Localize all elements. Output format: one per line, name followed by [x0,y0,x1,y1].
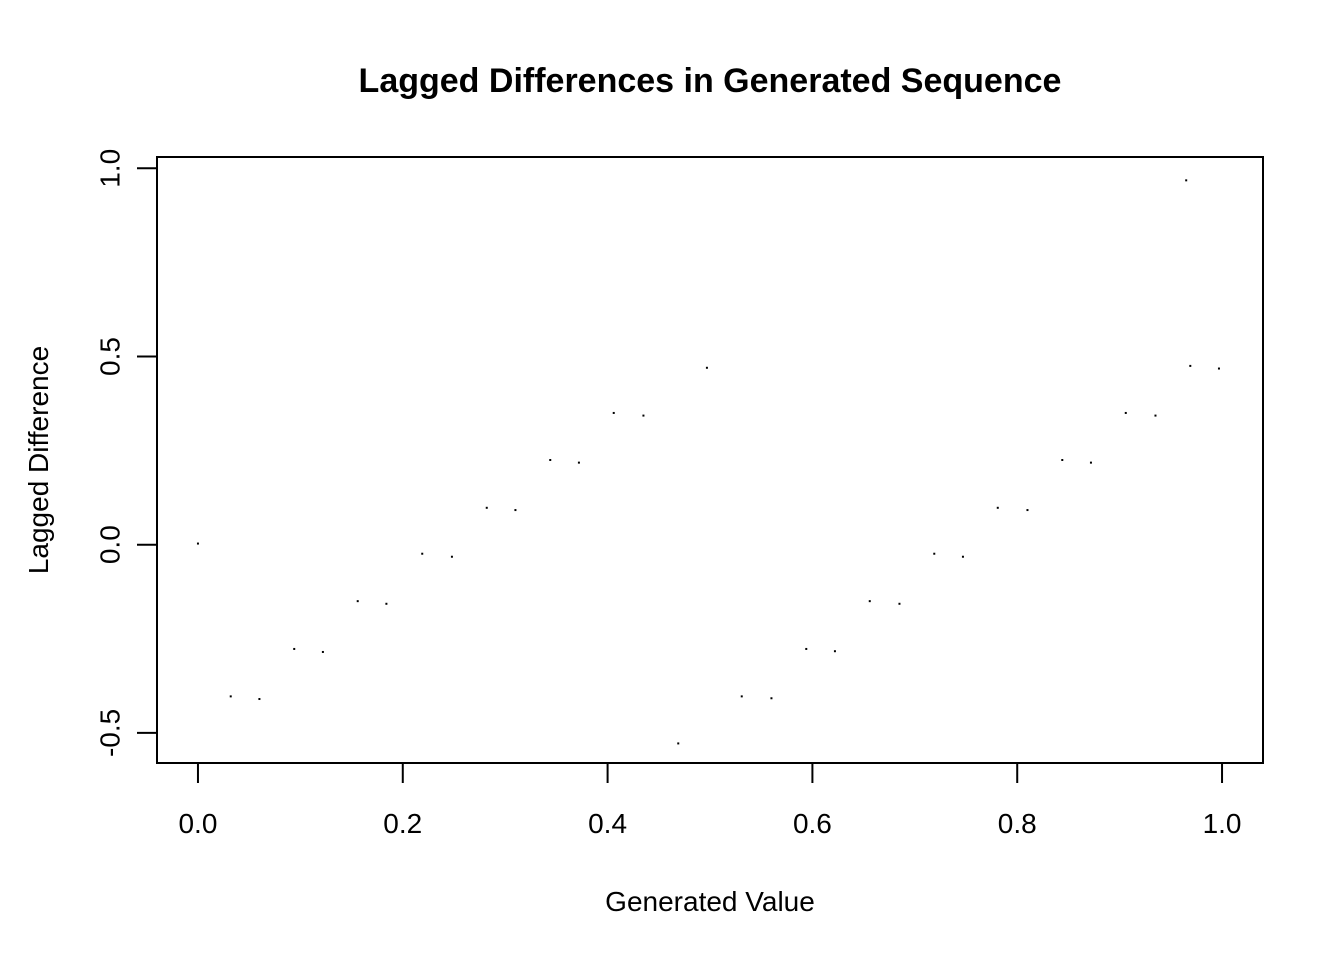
plot-frame [156,156,1264,764]
data-points [196,179,1220,745]
data-point [677,742,680,745]
data-point [1185,179,1188,182]
data-point [740,695,743,698]
data-point [898,602,901,605]
y-tick-label: 0.5 [94,337,125,376]
data-point [1189,364,1192,367]
chart-title: Lagged Differences in Generated Sequence [359,62,1062,100]
data-point [577,461,580,464]
x-tick-label: 0.0 [178,808,217,839]
data-point [1089,461,1092,464]
x-tick-label: 0.8 [998,808,1037,839]
data-point [196,542,199,545]
data-point [385,602,388,605]
data-point [421,552,424,555]
data-point [485,506,488,509]
x-tick-label: 0.4 [588,808,627,839]
data-point [450,555,453,558]
data-point [229,695,232,698]
data-point [258,698,261,701]
data-point [1217,367,1220,370]
x-tick-label: 1.0 [1203,808,1242,839]
x-axis: 0.0 0.2 0.4 0.6 0.8 1.0 [178,762,1242,839]
data-point [805,647,808,650]
data-point [356,600,359,603]
x-tick-label: 0.2 [383,808,422,839]
data-point [1061,459,1064,461]
data-point [1026,509,1029,512]
y-axis-title: Lagged Difference [23,346,54,574]
x-tick-label: 0.6 [793,808,832,839]
data-point [612,411,615,414]
data-point [642,414,645,417]
x-axis-title: Generated Value [605,886,815,917]
data-point [514,509,517,512]
data-point [961,555,964,558]
data-point [705,366,708,369]
y-tick-label: 0.0 [94,525,125,564]
data-point [293,647,296,650]
y-axis: -0.5 0.0 0.5 1.0 [94,149,158,757]
data-point [321,650,324,653]
data-point [833,650,836,653]
data-point [770,697,773,700]
data-point [1154,414,1157,417]
y-tick-label: -0.5 [94,709,125,757]
data-point [549,459,552,461]
data-point [1124,411,1127,414]
data-point [933,552,936,555]
y-tick-label: 1.0 [94,149,125,188]
data-point [868,600,871,603]
data-point [996,506,999,509]
